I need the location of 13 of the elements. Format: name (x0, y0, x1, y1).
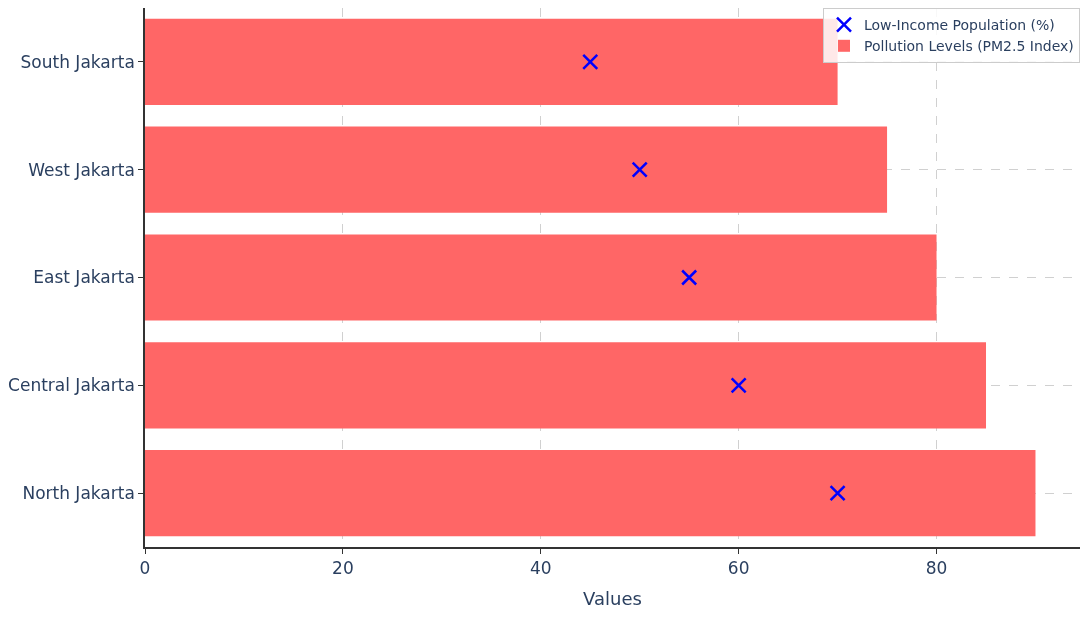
y-tick-label: East Jakarta (33, 267, 135, 288)
x-tick-label: 40 (529, 558, 552, 579)
y-tick-label: Central Jakarta (8, 375, 135, 396)
x-tick-label: 80 (925, 558, 948, 579)
x-tick-label: 0 (139, 558, 151, 579)
x-tick-label: 20 (332, 558, 354, 579)
legend-label: Pollution Levels (PM2.5 Index) (864, 38, 1074, 55)
y-tick-label: South Jakarta (20, 51, 135, 72)
legend-label: Low-Income Population (%) (864, 17, 1055, 34)
x-axis-title: Values (583, 587, 642, 609)
y-tick-label: West Jakarta (28, 159, 135, 180)
x-tick-label: 60 (727, 558, 750, 579)
y-tick-label: North Jakarta (22, 483, 135, 504)
